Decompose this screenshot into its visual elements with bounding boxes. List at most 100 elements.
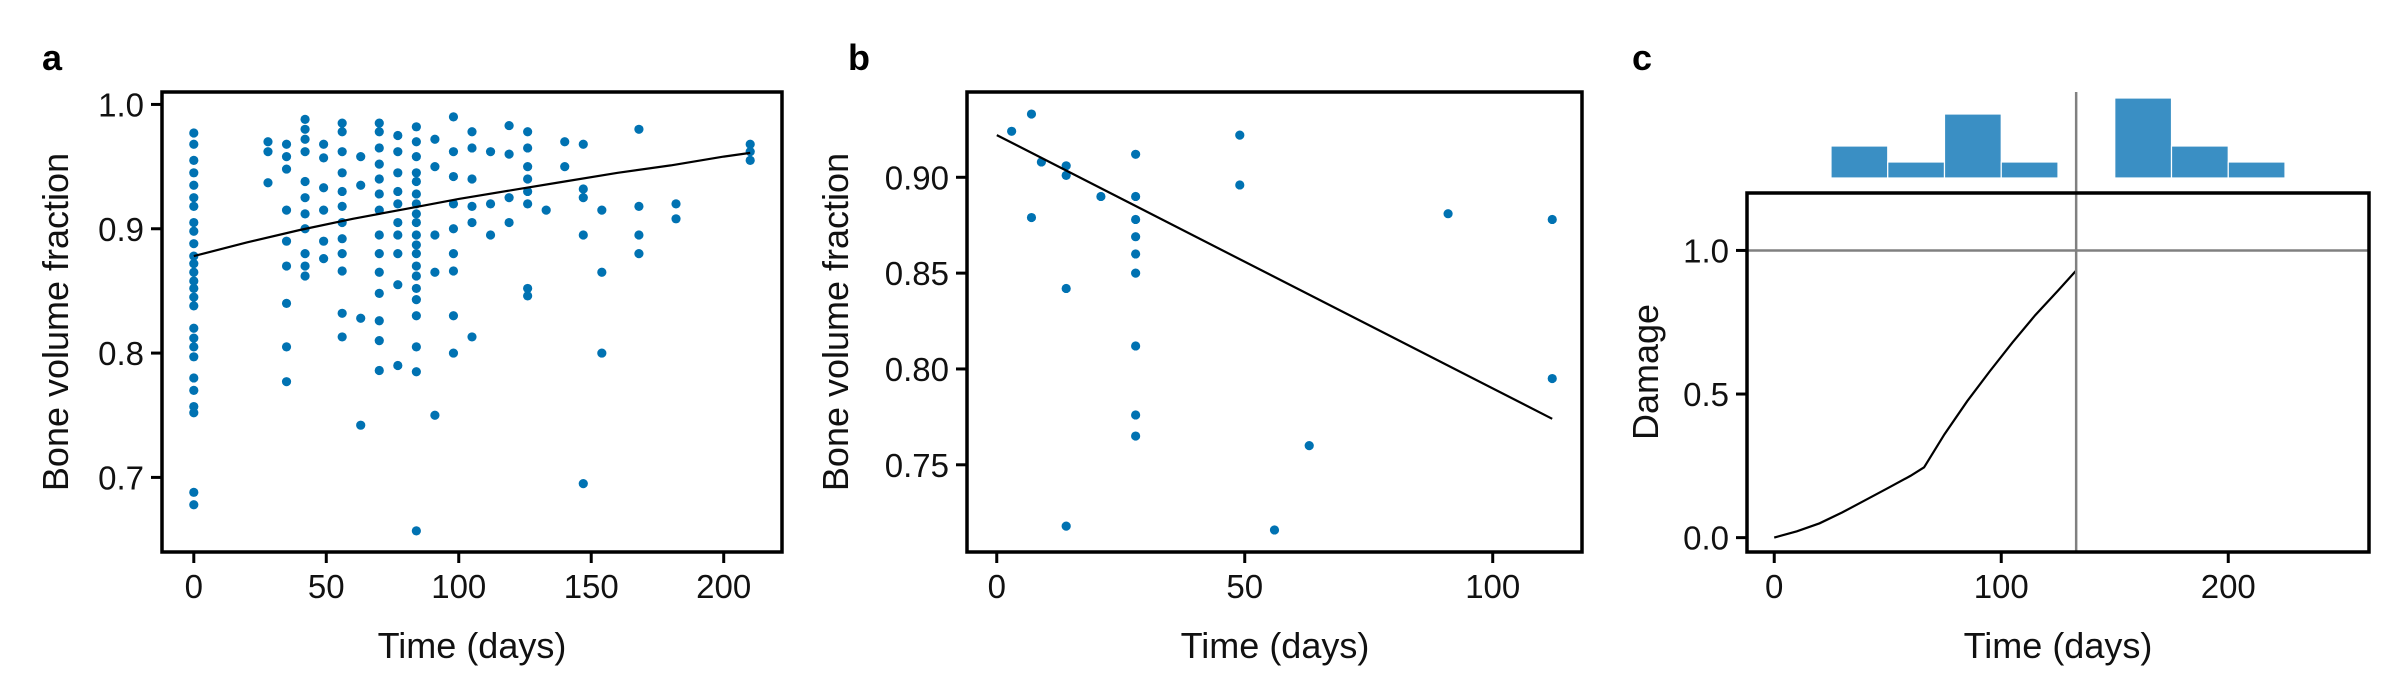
panel-a-data-point [300,114,310,124]
panel-a-data-point [189,487,199,497]
panel-b-data-point [1096,191,1106,202]
panel-a-frame [160,90,784,554]
panel-a-data-point [411,122,421,132]
panel-c-histogram-bar [1887,161,1946,179]
panel-a-data-point [411,152,421,162]
panel-a-data-point [189,239,199,249]
panel-a-data-point [448,249,459,259]
panel-a-data-point [411,217,421,228]
panel-a-data-point [189,193,199,203]
panel-a-xlabel: Time (days) [378,625,567,666]
panel-a-y-tick-label: 0.9 [98,211,144,248]
panel-a-data-point [578,139,588,149]
panel-a-data-point [523,143,533,153]
panel-b-data-point [1007,126,1017,136]
panel-a-data-point [393,199,403,209]
panel-b-frame [965,90,1584,554]
panel-c-histogram-bar [2000,161,2059,179]
panel-a-x-tick-label: 150 [564,568,619,605]
panel-a-data-point [411,283,421,294]
panel-a-data-point [634,124,644,134]
panel-a-data-point [356,152,366,162]
panel-c-histogram-bar [2114,97,2173,179]
panel-a-data-point [300,249,310,259]
panel-a-data-point [337,308,347,318]
panel-a-data-point [485,199,496,209]
panel-a-data-point [189,251,199,261]
panel-c-xlabel: Time (days) [1964,625,2153,666]
panel-a-data-point [374,118,384,128]
panel-a-data-point [411,189,421,199]
panel-a-data-point [319,139,329,149]
panel-b-label: b [848,37,870,78]
panel-a-data-point [523,199,533,209]
panel-a-data-point [374,230,384,240]
panel-a-data-point [374,249,384,259]
panel-a-data-point [189,226,199,236]
panel-a-data-point [504,193,514,203]
panel-a-data-point [411,209,421,219]
panel-a-data-point [504,149,514,159]
panel-b-data-point [1131,191,1141,202]
panel-a-data-point [578,184,588,194]
panel-a-data-point [263,147,273,157]
panel-a-data-point [745,139,755,149]
panel-a-data-point [189,408,199,418]
panel-a-data-point [578,193,588,203]
panel-a-data-point [300,176,310,187]
panel-a-data-point [374,143,384,153]
panel-a-data-point [189,342,199,352]
panel-a-data-point [189,500,199,510]
panel-b-data-point [1269,525,1280,535]
panel-a-data-point [504,217,514,228]
panel-a: a 0 50 100 150 200 0.7 0.8 0.9 1.0 Time (days) B… [35,37,784,666]
panel-b-data-point [1235,130,1245,140]
panel-a-data-point [467,201,477,211]
panel-a-data-point [393,147,403,157]
panel-c-histogram-bar [1943,113,2002,179]
panel-c-curve [1773,269,2078,539]
panel-a-data-point [745,147,755,157]
panel-b-data-point [1131,249,1141,259]
panel-a-data-point [281,298,292,308]
panel-a-data-point [374,267,384,277]
panel-a-data-point [634,249,644,259]
panel-a-data-point [189,333,199,343]
panel-a-data-point [560,137,570,147]
panel-a-data-point [189,258,199,269]
panel-c-y-tick-label: 0.0 [1683,520,1729,557]
panel-a-data-point [560,161,570,172]
panel-a-data-point [578,230,588,240]
panel-a-data-point [448,266,459,276]
panel-b-data-point [1547,214,1557,225]
panel-a-data-point [745,155,755,165]
panel-b-y-tick-label: 0.90 [885,159,949,196]
panel-a-data-point [300,124,310,134]
panel-a-data-point [523,127,533,137]
panel-a-data-point [300,147,310,157]
panel-a-data-point [411,342,421,352]
panel-a-data-point [189,267,199,277]
panel-a-ylabel: Bone volume fraction [35,153,76,491]
panel-a-data-point [448,224,459,234]
panel-a-data-point [189,373,199,383]
panel-a-data-point [597,348,607,358]
panel-b-data-point [1131,410,1141,420]
panel-a-data-point [374,174,384,184]
panel-a-data-point [467,217,477,228]
panel-a-data-point [374,127,384,137]
panel-a-data-point [467,127,477,137]
panel-a-data-point [337,186,347,197]
panel-a-data-point [189,301,199,311]
panel-a-y-tick-label: 0.8 [98,335,144,372]
panel-a-data-point [319,153,329,163]
panel-a-data-point [281,377,292,387]
panel-a-data-point [281,152,292,162]
panel-a-data-point [356,420,366,430]
panel-a-data-point [634,201,644,211]
panel-a-data-point [337,147,347,157]
panel-b-data-point [1026,109,1037,119]
panel-a-data-point [393,186,403,197]
panel-a-data-point [374,159,384,169]
panel-a-data-point [281,205,292,215]
